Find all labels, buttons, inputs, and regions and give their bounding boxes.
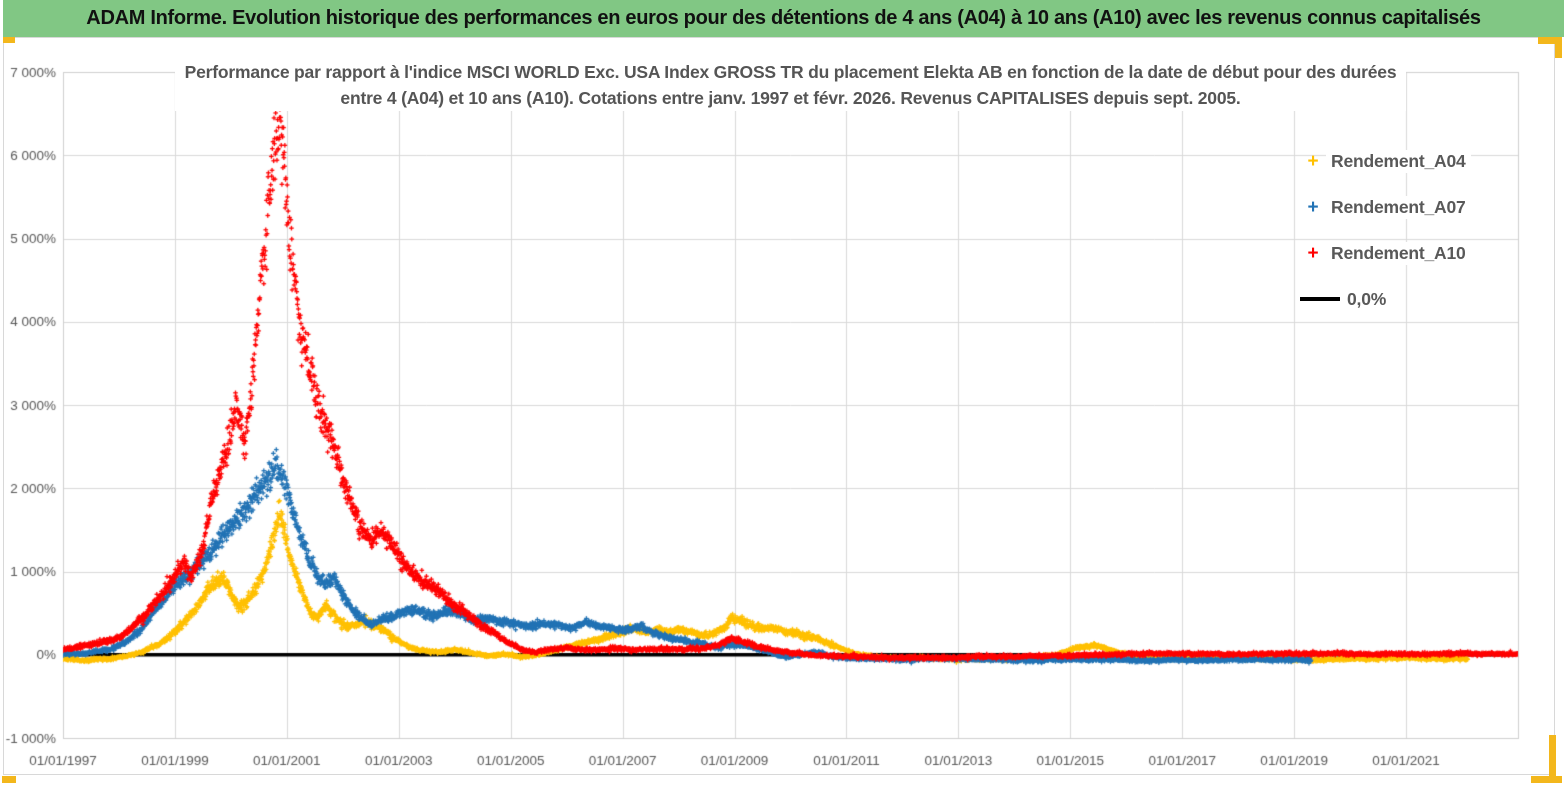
plus-marker-icon: + xyxy=(1307,242,1319,264)
zero-line-icon xyxy=(1300,297,1340,301)
legend-item-rendement-a07: + Rendement_A07 xyxy=(1300,184,1471,230)
plus-marker-icon: + xyxy=(1307,150,1319,172)
legend-label: Rendement_A10 xyxy=(1326,241,1471,265)
gold-corner-accent-top-right-h xyxy=(1538,37,1562,44)
gold-corner-accent-bottom-right-v xyxy=(1549,735,1556,782)
legend-label: Rendement_A04 xyxy=(1326,149,1471,173)
legend-label: Rendement_A07 xyxy=(1326,195,1471,219)
legend-item-rendement-a04: + Rendement_A04 xyxy=(1300,138,1471,184)
legend-item-zero-line: 0,0% xyxy=(1300,276,1471,322)
gold-corner-accent-top-right-v xyxy=(1555,37,1562,58)
chart-title-line2: entre 4 (A04) et 10 ans (A10). Cotations… xyxy=(340,88,1241,108)
gold-corner-accent-bottom-left xyxy=(2,776,16,783)
chart-title: Performance par rapport à l'indice MSCI … xyxy=(63,59,1518,111)
plus-marker-icon: + xyxy=(1307,196,1319,218)
chart-title-line1: Performance par rapport à l'indice MSCI … xyxy=(184,62,1397,82)
legend-label: 0,0% xyxy=(1342,287,1392,311)
report-header: ADAM Informe. Evolution historique des p… xyxy=(3,0,1564,37)
report-header-title: ADAM Informe. Evolution historique des p… xyxy=(86,7,1481,29)
gold-corner-accent-top-left xyxy=(3,37,15,43)
gold-corner-accent-bottom-right-h xyxy=(1531,776,1562,783)
legend-item-rendement-a10: + Rendement_A10 xyxy=(1300,230,1471,276)
chart-legend: + Rendement_A04 + Rendement_A07 + Rendem… xyxy=(1300,138,1471,322)
